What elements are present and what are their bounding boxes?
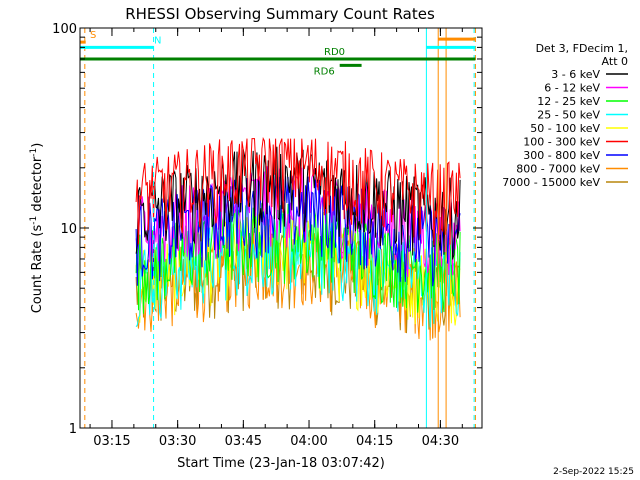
legend-label-7: 800 - 7000 keV bbox=[516, 163, 600, 176]
series-line-5 bbox=[135, 137, 461, 246]
y-tick-label-2: 100 bbox=[52, 22, 77, 37]
legend-label-6: 300 - 800 keV bbox=[523, 149, 600, 162]
legend-label-8: 7000 - 15000 keV bbox=[502, 176, 600, 189]
x-tick-label-5: 04:30 bbox=[422, 434, 459, 449]
x-tick-label-3: 04:00 bbox=[290, 434, 327, 449]
chart-title: RHESSI Observing Summary Count Rates bbox=[125, 5, 435, 23]
y-tick-label-1: 10 bbox=[60, 222, 77, 237]
x-tick-label-4: 04:15 bbox=[356, 434, 393, 449]
flag-label-1: N bbox=[154, 35, 161, 46]
x-axis-label: Start Time (23-Jan-18 03:07:42) bbox=[177, 456, 385, 471]
legend-header-0: Det 3, FDecim 1, bbox=[536, 42, 628, 55]
x-tick-label-2: 03:45 bbox=[225, 434, 262, 449]
series-line-6 bbox=[135, 174, 461, 287]
legend-label-4: 50 - 100 keV bbox=[530, 122, 600, 135]
legend-label-0: 3 - 6 keV bbox=[551, 68, 600, 81]
y-axis: 1 10 100 bbox=[52, 22, 482, 437]
x-tick-label-0: 03:15 bbox=[93, 434, 130, 449]
flag-label-4: RD0 bbox=[324, 47, 345, 58]
y-tick-label-0: 1 bbox=[69, 422, 77, 437]
series-line-2 bbox=[135, 203, 461, 314]
legend-label-3: 25 - 50 keV bbox=[537, 109, 600, 122]
series-layer bbox=[135, 137, 461, 341]
legend-label-2: 12 - 25 keV bbox=[537, 95, 600, 108]
legend-header-1: Att 0 bbox=[602, 55, 628, 68]
footer-date: 2-Sep-2022 15:25 bbox=[553, 467, 634, 477]
x-tick-label-1: 03:30 bbox=[159, 434, 196, 449]
flag-label-5: RD6 bbox=[314, 66, 335, 77]
legend-label-5: 100 - 300 keV bbox=[523, 136, 600, 149]
legend-label-1: 6 - 12 keV bbox=[544, 82, 600, 95]
x-axis: 03:15 03:30 03:45 04:00 04:15 04:30 bbox=[89, 28, 463, 449]
y-axis-label: Count Rate (s-1 detector-1) bbox=[29, 143, 45, 314]
flag-label-0: S bbox=[90, 30, 96, 41]
